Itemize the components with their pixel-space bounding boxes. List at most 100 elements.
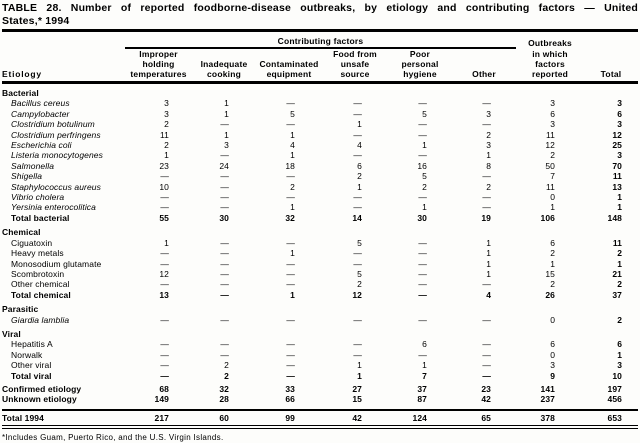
etiology-cell: Other viral [11, 360, 52, 371]
value-cell: — [160, 339, 169, 350]
value-cell: 55 [159, 212, 169, 223]
value-cell: 30 [219, 212, 229, 223]
value-cell: 1 [357, 181, 362, 192]
value-cell: — [418, 314, 427, 325]
value-cell: — [220, 171, 229, 182]
value-cell: 33 [285, 383, 295, 394]
table-row: Total 1994 217 60 99 42 124 65 378 653 [2, 408, 639, 430]
value-cell: — [220, 258, 229, 269]
value-cell: — [220, 248, 229, 259]
value-cell: — [482, 370, 492, 381]
value-cell: 1 [224, 98, 229, 109]
col-header-food-from-unsafe-source: Food from unsafe source [322, 48, 388, 84]
table-row: Vibrio cholera — — — — — — 0 1 [2, 192, 638, 202]
value-cell: 1 [357, 370, 362, 381]
value-cell: 28 [219, 394, 229, 405]
value-cell: 1 [486, 248, 492, 259]
value-cell: 3 [617, 98, 623, 109]
value-cell: 3 [164, 98, 169, 109]
value-cell: — [482, 279, 492, 290]
value-cell: 13 [612, 181, 623, 192]
value-cell: 65 [452, 408, 517, 430]
value-cell: 6 [550, 108, 556, 119]
table-row: Monosodium glutamate — — — — — 1 1 1 [2, 259, 638, 269]
table-row: Yersinia enterocolitica — — 1 — 1 — 1 1 [2, 202, 638, 212]
value-cell: 3 [617, 119, 623, 130]
value-cell: 5 [290, 108, 295, 119]
value-cell: 7 [550, 171, 556, 182]
value-cell: 0 [550, 314, 556, 325]
table-row: Scombrotoxin 12 — — 5 — 1 15 21 [2, 269, 638, 279]
etiology-cell: Total bacterial [11, 212, 70, 223]
value-cell: 4 [290, 140, 295, 151]
value-cell: — [353, 129, 362, 140]
col-header-outbreaks-rest: in which factors reported [516, 48, 585, 84]
etiology-cell: Heavy metals [11, 248, 64, 259]
etiology-cell: Shigella [11, 171, 43, 182]
value-cell: 1 [290, 248, 295, 259]
value-cell: 3 [486, 140, 492, 151]
value-cell: — [286, 279, 295, 290]
table-row: Clostridium botulinum 2 — — 1 — — 3 3 [2, 119, 638, 129]
value-cell: — [286, 370, 295, 381]
header-blank-cell [584, 36, 638, 48]
value-cell: 32 [285, 212, 295, 223]
value-cell: 3 [617, 360, 623, 371]
value-cell: 2 [224, 360, 229, 371]
value-cell: — [482, 360, 492, 371]
value-cell: 2 [486, 129, 492, 140]
value-cell: 124 [388, 408, 452, 430]
value-cell: 6 [550, 237, 556, 248]
value-cell: 6 [617, 339, 623, 350]
value-cell: 15 [545, 268, 556, 279]
value-cell: — [482, 171, 492, 182]
table-row: Total viral — 2 — 1 7 — 9 10 [2, 371, 638, 381]
value-cell: 5 [422, 108, 427, 119]
value-cell: 2 [550, 248, 556, 259]
value-cell: 1 [224, 108, 229, 119]
value-cell: 19 [481, 212, 492, 223]
value-cell: 3 [486, 108, 492, 119]
value-cell: 66 [285, 394, 295, 405]
col-header-outbreaks-line1: Outbreaks [528, 38, 572, 48]
value-cell: 6 [422, 339, 427, 350]
value-cell: — [353, 150, 362, 161]
table-row: Giardia lamblia — — — — — — 0 2 [2, 315, 638, 325]
value-cell: 24 [219, 160, 229, 171]
value-cell: 1 [357, 119, 362, 130]
value-cell: 68 [159, 383, 169, 394]
value-cell: — [220, 119, 229, 130]
value-cell: 6 [617, 108, 623, 119]
table-row: Escherichia coli 2 3 4 4 1 3 12 25 [2, 140, 638, 150]
value-cell: 5 [357, 268, 362, 279]
etiology-cell: Norwalk [11, 349, 43, 360]
value-cell: 2 [290, 181, 295, 192]
etiology-cell: Unknown etiology [2, 394, 77, 405]
value-cell: — [418, 289, 427, 300]
value-cell: — [418, 192, 427, 203]
value-cell: — [286, 258, 295, 269]
table-row: Hepatitis A — — — — 6 — 6 6 [2, 339, 638, 349]
outbreaks-table: Contributing factors Outbreaks Etiology … [2, 36, 639, 430]
col-header-poor-personal-hygiene: Poor personal hygiene [388, 48, 452, 84]
value-cell: — [160, 349, 169, 360]
value-cell: — [418, 119, 427, 130]
etiology-cell: Bacillus cereus [11, 98, 70, 109]
table-body: Bacterial Bacillus cereus 3 1— — — —3 3 Campylob… [2, 83, 639, 430]
value-cell: 2 [550, 279, 556, 290]
value-cell: 4 [357, 140, 362, 151]
value-cell: 6 [357, 160, 362, 171]
section-heading-row: Bacterial [2, 83, 638, 99]
value-cell: — [286, 98, 295, 109]
table-row: Other viral — 2 — 1 1 — 3 3 [2, 360, 638, 370]
col-header-etiology: Etiology [2, 48, 125, 84]
value-cell: 0 [550, 192, 556, 203]
value-cell: 3 [550, 98, 556, 109]
value-cell: — [220, 279, 229, 290]
value-cell: 10 [612, 370, 623, 381]
value-cell: — [220, 181, 229, 192]
value-cell: — [160, 279, 169, 290]
etiology-cell: Total chemical [11, 289, 71, 300]
value-cell: — [286, 314, 295, 325]
value-cell: — [482, 339, 492, 350]
